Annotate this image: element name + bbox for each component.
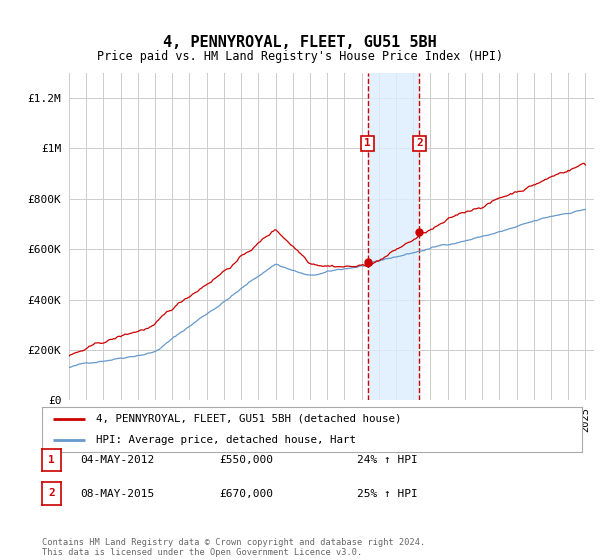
Text: HPI: Average price, detached house, Hart: HPI: Average price, detached house, Hart <box>96 435 356 445</box>
Text: 2: 2 <box>416 138 423 148</box>
Text: 4, PENNYROYAL, FLEET, GU51 5BH (detached house): 4, PENNYROYAL, FLEET, GU51 5BH (detached… <box>96 414 401 424</box>
Text: 2: 2 <box>48 488 55 498</box>
Text: 25% ↑ HPI: 25% ↑ HPI <box>357 489 418 499</box>
Text: £550,000: £550,000 <box>219 455 273 465</box>
Bar <box>368 73 419 400</box>
Text: 1: 1 <box>48 455 55 465</box>
Text: 04-MAY-2012: 04-MAY-2012 <box>80 455 154 465</box>
Text: 1: 1 <box>364 138 371 148</box>
Text: 24% ↑ HPI: 24% ↑ HPI <box>357 455 418 465</box>
Text: £670,000: £670,000 <box>219 489 273 499</box>
Text: 08-MAY-2015: 08-MAY-2015 <box>80 489 154 499</box>
Text: Contains HM Land Registry data © Crown copyright and database right 2024.
This d: Contains HM Land Registry data © Crown c… <box>42 538 425 557</box>
Text: Price paid vs. HM Land Registry's House Price Index (HPI): Price paid vs. HM Land Registry's House … <box>97 50 503 63</box>
Text: 4, PENNYROYAL, FLEET, GU51 5BH: 4, PENNYROYAL, FLEET, GU51 5BH <box>163 35 437 50</box>
